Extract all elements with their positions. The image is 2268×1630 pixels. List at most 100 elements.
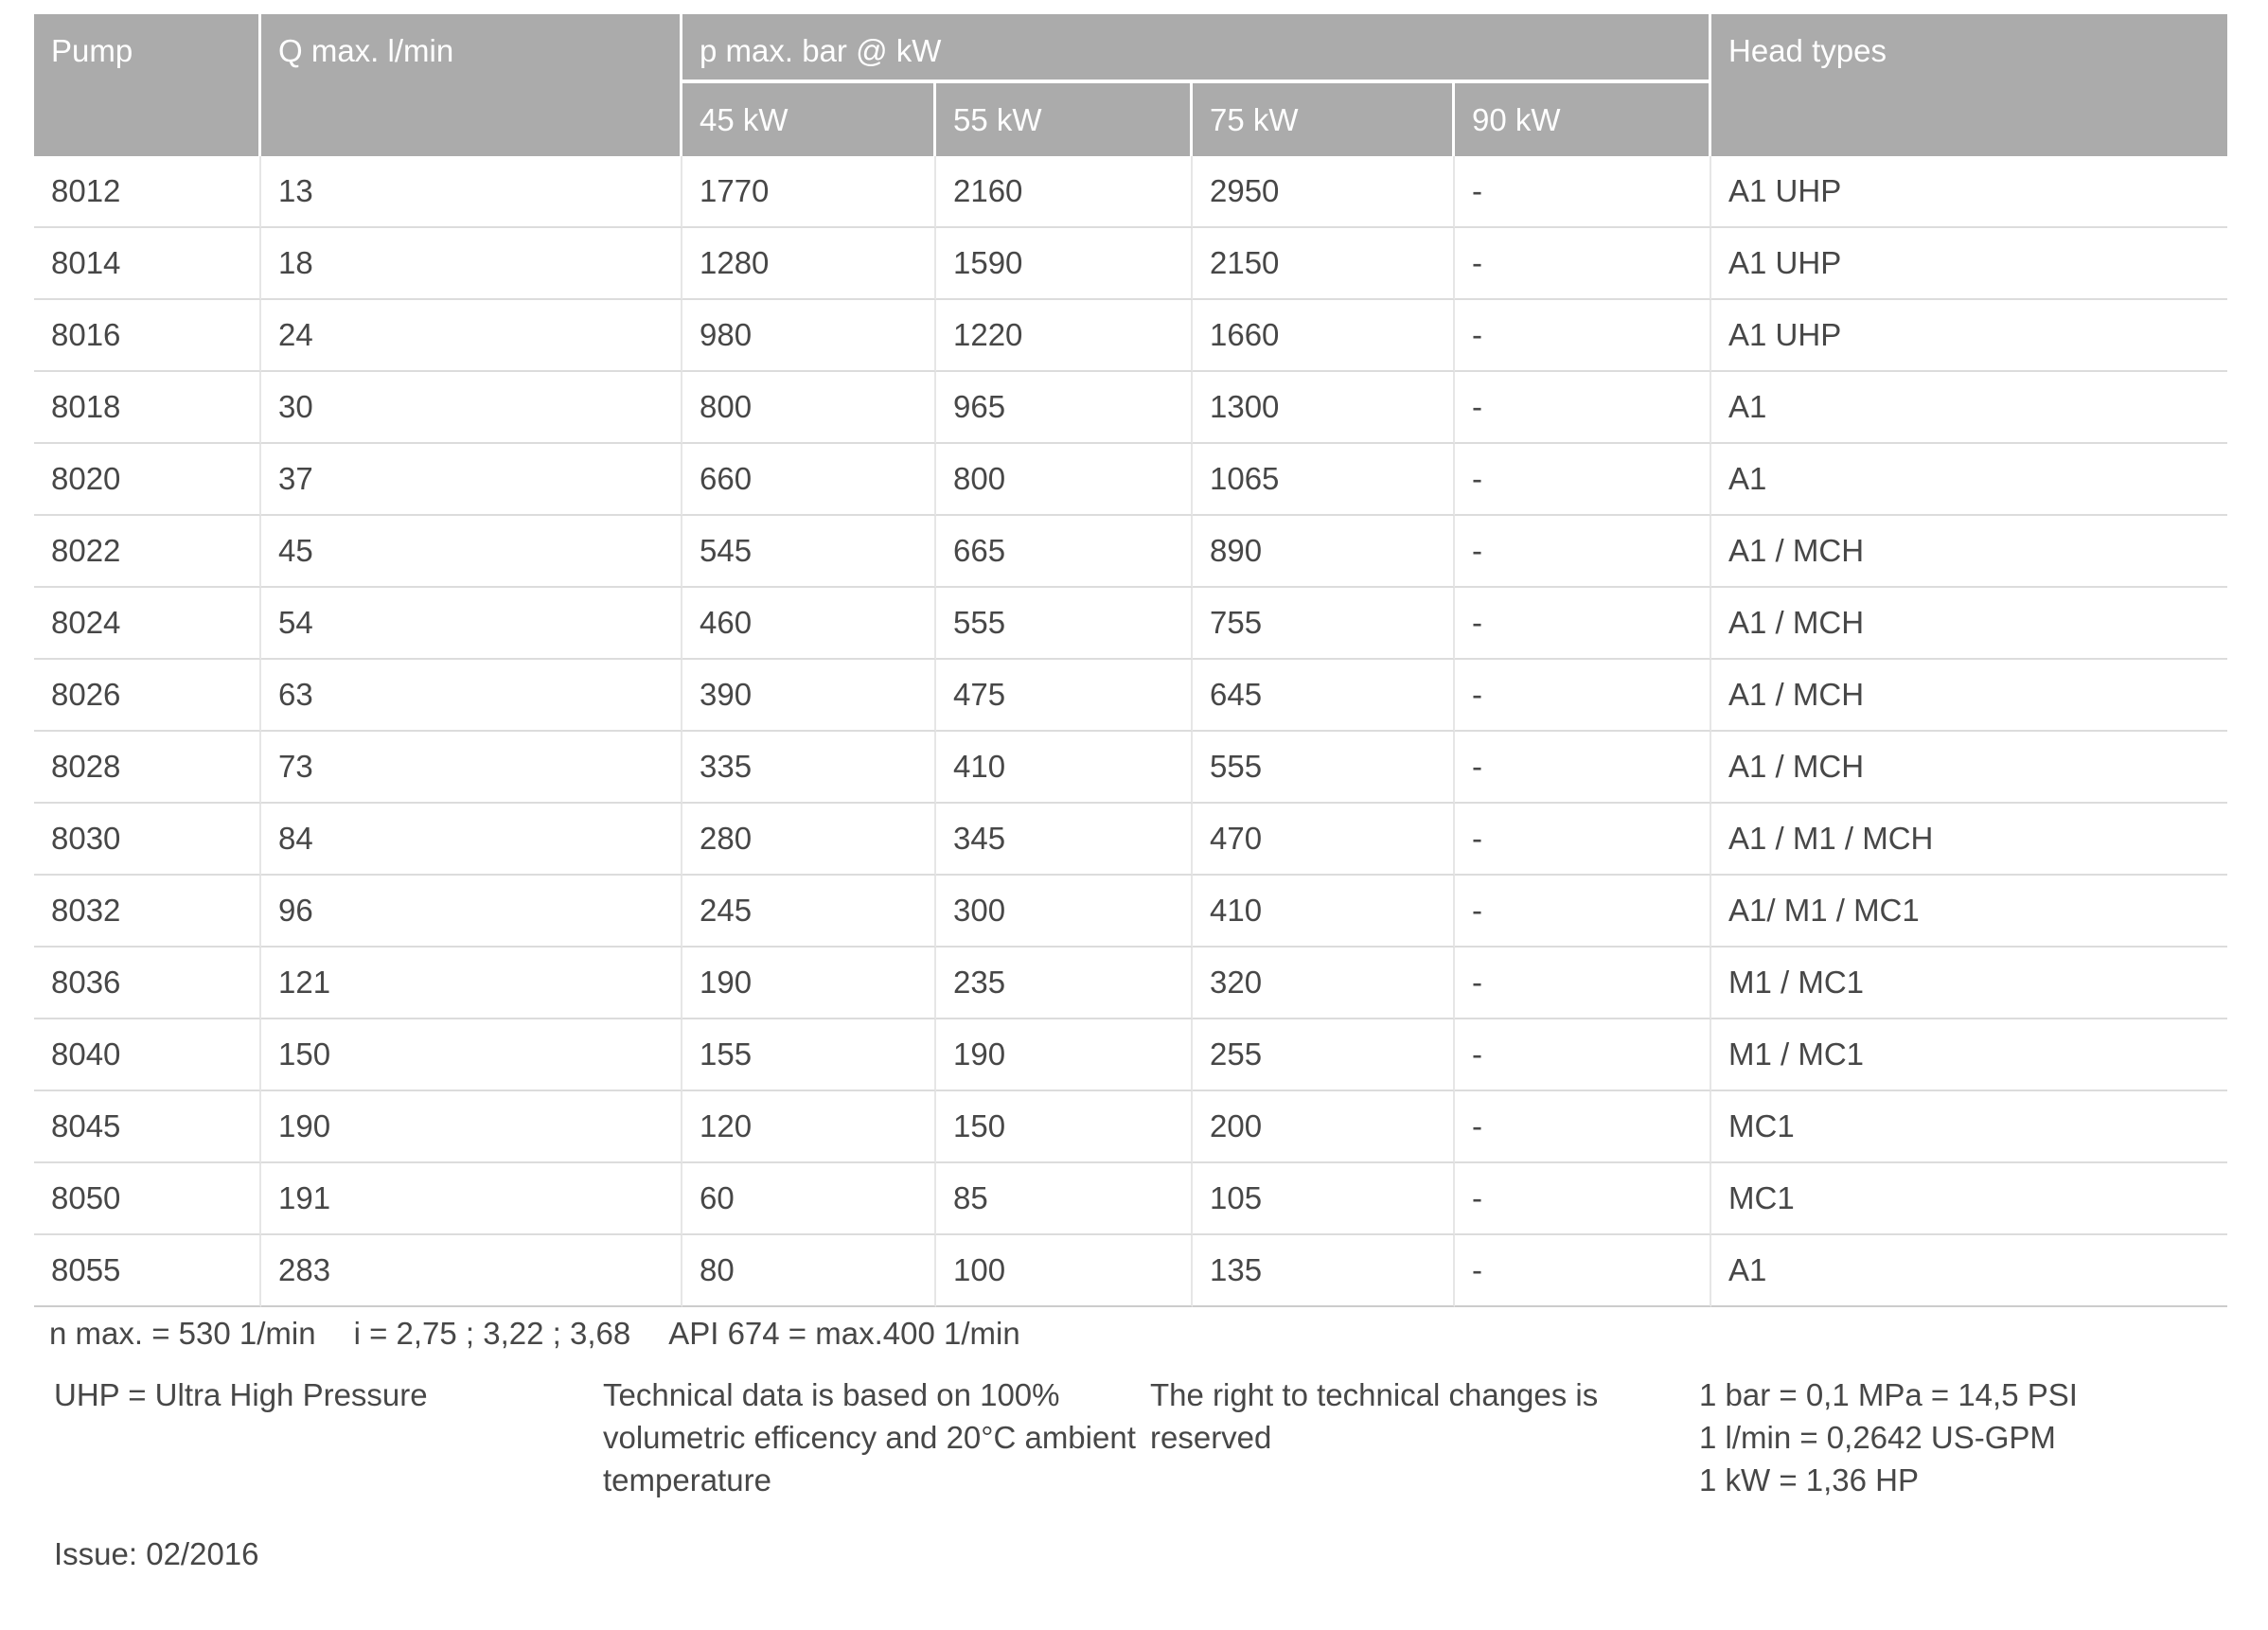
cell-p75kw: 2150 <box>1193 228 1455 300</box>
cell-p55kw: 100 <box>936 1235 1193 1307</box>
cell-p45kw: 190 <box>682 948 936 1019</box>
cell-p45kw: 245 <box>682 876 936 948</box>
cell-p45kw: 155 <box>682 1019 936 1091</box>
footnote-ratios: i = 2,75 ; 3,22 ; 3,68 <box>353 1316 631 1351</box>
table-row: 8014 18 1280 1590 2150- A1 UHP <box>34 228 2228 300</box>
cell-qmax: 96 <box>261 876 682 948</box>
header-row-sub: 45 kW 55 kW 75 kW 90 kW <box>34 83 2227 156</box>
table-row: 8040 150 155 190 255- M1 / MC1 <box>34 1019 2228 1091</box>
cell-p45kw: 280 <box>682 804 936 876</box>
footer-notes: UHP = Ultra High Pressure Technical data… <box>34 1373 2227 1501</box>
cell-p45kw: 120 <box>682 1091 936 1163</box>
column-header-55kw: 55 kW <box>936 83 1193 156</box>
cell-pump: 8050 <box>34 1163 261 1235</box>
column-header-pump: Pump <box>34 14 261 156</box>
table-row: 8055 283 80 100 135- A1 <box>34 1235 2228 1307</box>
table-row: 8028 73 335 410 555- A1 / MCH <box>34 732 2228 804</box>
table-row: 8045 190 120 150 200- MC1 <box>34 1091 2228 1163</box>
cell-p75kw: 890 <box>1193 516 1455 588</box>
cell-p55kw: 410 <box>936 732 1193 804</box>
cell-pump: 8028 <box>34 732 261 804</box>
footer-technical-note: Technical data is based on 100% volumetr… <box>603 1373 1150 1501</box>
cell-qmax: 24 <box>261 300 682 372</box>
cell-p55kw: 1590 <box>936 228 1193 300</box>
footer-conversions: 1 bar = 0,1 MPa = 14,5 PSI 1 l/min = 0,2… <box>1699 1373 2227 1501</box>
cell-p90kw: - <box>1455 300 1712 372</box>
cell-pump: 8024 <box>34 588 261 660</box>
issue-label: Issue: 02/2016 <box>54 1536 259 1571</box>
cell-p55kw: 300 <box>936 876 1193 948</box>
cell-p45kw: 800 <box>682 372 936 444</box>
cell-p90kw: - <box>1455 876 1712 948</box>
cell-p90kw: - <box>1455 156 1712 228</box>
datasheet-page: Pump Q max. l/min p max. bar @ kW Head t… <box>34 14 2228 1571</box>
cell-p75kw: 645 <box>1193 660 1455 732</box>
cell-p55kw: 800 <box>936 444 1193 516</box>
table-footnote: n max. = 530 1/min i = 2,75 ; 3,22 ; 3,6… <box>34 1315 2227 1353</box>
table-row: 8026 63 390 475 645- A1 / MCH <box>34 660 2228 732</box>
footnote-api: API 674 = max.400 1/min <box>668 1316 1020 1351</box>
cell-p55kw: 665 <box>936 516 1193 588</box>
cell-p45kw: 60 <box>682 1163 936 1235</box>
table-row: 8018 30 800 965 1300- A1 <box>34 372 2228 444</box>
table-row: 8036 121 190 235 320- M1 / MC1 <box>34 948 2228 1019</box>
cell-p55kw: 1220 <box>936 300 1193 372</box>
cell-head-types: M1 / MC1 <box>1711 948 2228 1019</box>
cell-p75kw: 1065 <box>1193 444 1455 516</box>
pump-data-table: Pump Q max. l/min p max. bar @ kW Head t… <box>34 14 2228 1307</box>
column-header-45kw: 45 kW <box>682 83 936 156</box>
cell-p55kw: 150 <box>936 1091 1193 1163</box>
column-header-90kw: 90 kW <box>1455 83 1712 156</box>
table-row: 8016 24 980 1220 1660- A1 UHP <box>34 300 2228 372</box>
cell-qmax: 30 <box>261 372 682 444</box>
conversion-kw-hp: 1 kW = 1,36 HP <box>1699 1462 1920 1497</box>
cell-head-types: A1 / MCH <box>1711 660 2228 732</box>
cell-p90kw: - <box>1455 588 1712 660</box>
cell-head-types: A1 <box>1711 444 2228 516</box>
table-row: 8022 45 545 665 890- A1 / MCH <box>34 516 2228 588</box>
footer-uhp-note: UHP = Ultra High Pressure <box>54 1377 428 1412</box>
cell-p90kw: - <box>1455 804 1712 876</box>
cell-p90kw: - <box>1455 444 1712 516</box>
cell-p90kw: - <box>1455 228 1712 300</box>
cell-p90kw: - <box>1455 948 1712 1019</box>
cell-p45kw: 390 <box>682 660 936 732</box>
cell-pump: 8016 <box>34 300 261 372</box>
cell-head-types: A1 <box>1711 372 2228 444</box>
table-body: 8012 13 1770 2160 2950- A1 UHP 8014 18 1280 1590 2… <box>34 156 2228 1307</box>
cell-p55kw: 235 <box>936 948 1193 1019</box>
cell-p45kw: 1770 <box>682 156 936 228</box>
cell-qmax: 283 <box>261 1235 682 1307</box>
header-row-top: Pump Q max. l/min p max. bar @ kW Head t… <box>34 14 2228 156</box>
cell-head-types: A1 / M1 / MCH <box>1711 804 2228 876</box>
cell-p75kw: 470 <box>1193 804 1455 876</box>
cell-pump: 8022 <box>34 516 261 588</box>
cell-p45kw: 80 <box>682 1235 936 1307</box>
column-header-75kw: 75 kW <box>1193 83 1455 156</box>
cell-pump: 8040 <box>34 1019 261 1091</box>
cell-pump: 8032 <box>34 876 261 948</box>
cell-head-types: A1 / MCH <box>1711 732 2228 804</box>
cell-p90kw: - <box>1455 372 1712 444</box>
cell-head-types: M1 / MC1 <box>1711 1019 2228 1091</box>
cell-p90kw: - <box>1455 1163 1712 1235</box>
footer-technical-line: Technical data is based on 100% <box>603 1377 1060 1412</box>
footer-technical-line: temperature <box>603 1462 771 1497</box>
cell-head-types: A1 / MCH <box>1711 516 2228 588</box>
cell-p90kw: - <box>1455 1091 1712 1163</box>
cell-p75kw: 105 <box>1193 1163 1455 1235</box>
cell-p75kw: 555 <box>1193 732 1455 804</box>
cell-p55kw: 85 <box>936 1163 1193 1235</box>
cell-head-types: A1 / MCH <box>1711 588 2228 660</box>
table-row: 8050 191 60 85 105- MC1 <box>34 1163 2228 1235</box>
cell-qmax: 13 <box>261 156 682 228</box>
cell-p55kw: 555 <box>936 588 1193 660</box>
cell-qmax: 73 <box>261 732 682 804</box>
cell-pump: 8014 <box>34 228 261 300</box>
cell-p90kw: - <box>1455 1019 1712 1091</box>
cell-p90kw: - <box>1455 660 1712 732</box>
cell-p90kw: - <box>1455 732 1712 804</box>
cell-qmax: 54 <box>261 588 682 660</box>
cell-p75kw: 2950 <box>1193 156 1455 228</box>
cell-p45kw: 460 <box>682 588 936 660</box>
